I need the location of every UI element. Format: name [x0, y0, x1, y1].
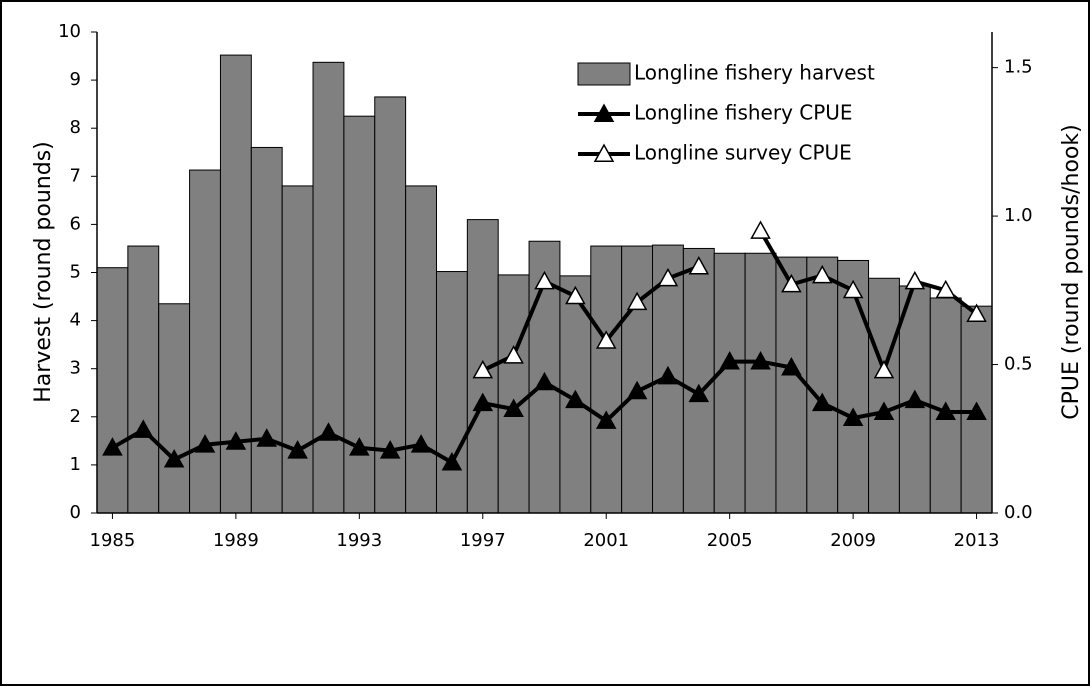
- bar: [775, 256, 808, 514]
- y-tick-label: 6: [70, 213, 81, 234]
- point-marker: [842, 407, 864, 426]
- point-marker: [379, 440, 401, 459]
- point-marker: [595, 330, 617, 349]
- bar: [652, 244, 684, 514]
- bar: [497, 274, 530, 514]
- bar: [590, 245, 623, 514]
- bar: [158, 303, 191, 514]
- point-marker: [441, 451, 463, 471]
- bar: [96, 267, 129, 514]
- point-marker: [595, 410, 617, 429]
- point-marker: [503, 345, 524, 364]
- point-marker: [966, 303, 987, 323]
- y-axis-title: Harvest (round pounds): [31, 141, 56, 402]
- y-tick-label: 5: [70, 262, 81, 283]
- bar: [312, 61, 345, 514]
- point-marker: [873, 401, 895, 420]
- bar: [837, 259, 870, 514]
- point-marker: [534, 371, 555, 391]
- x-tick-label: 1997: [460, 530, 506, 551]
- x-tick-label: 1989: [213, 530, 259, 551]
- point-marker: [811, 392, 833, 412]
- point-marker: [534, 270, 555, 290]
- x-tick-label: 2013: [954, 530, 1000, 551]
- point-marker: [750, 220, 771, 239]
- point-marker: [410, 434, 432, 453]
- point-marker: [225, 431, 247, 450]
- point-marker: [472, 359, 494, 379]
- bar: [806, 256, 839, 514]
- x-tick-label: 1993: [336, 530, 382, 551]
- bar: [250, 146, 283, 514]
- point-marker: [657, 267, 679, 287]
- bar: [744, 252, 777, 514]
- point-marker: [904, 389, 926, 409]
- legend-swatch: [577, 62, 631, 86]
- point-marker: [163, 449, 185, 468]
- point-marker: [935, 401, 956, 420]
- point-marker: [194, 434, 216, 453]
- bar: [281, 185, 314, 514]
- point-marker: [904, 270, 926, 290]
- legend-text: Longline fishery harvest: [634, 61, 875, 85]
- legend-text: Longline survey CPUE: [634, 141, 852, 165]
- point-marker: [688, 256, 710, 275]
- y-tick-label: 4: [70, 310, 81, 331]
- point-marker: [256, 428, 278, 447]
- bar: [189, 169, 221, 514]
- y-tick-label: 2: [70, 406, 81, 427]
- point-marker: [688, 383, 710, 403]
- point-marker: [318, 422, 339, 441]
- x-tick-label: 2005: [707, 530, 753, 551]
- bar: [435, 271, 468, 514]
- point-marker: [472, 392, 494, 412]
- bar: [621, 245, 654, 514]
- point-marker: [626, 291, 648, 311]
- point-marker: [750, 351, 771, 370]
- bar: [405, 185, 437, 514]
- legend-text: Longline fishery CPUE: [634, 101, 853, 125]
- x-tick-label: 2009: [830, 530, 876, 551]
- point-marker: [133, 419, 154, 438]
- x-tick-label: 2001: [583, 530, 629, 551]
- point-marker: [842, 279, 864, 299]
- y-tick-label: 9: [70, 69, 81, 90]
- y2-tick-label: 0.5: [1004, 354, 1033, 375]
- point-marker: [626, 380, 648, 400]
- y2-tick-label: 0.0: [1004, 502, 1033, 523]
- bar: [127, 245, 160, 514]
- point-marker: [503, 398, 524, 418]
- y-tick-label: 8: [70, 117, 81, 138]
- y2-axis-title: CPUE (round pounds/hook): [1059, 124, 1084, 419]
- point-marker: [935, 279, 956, 299]
- point-marker: [781, 273, 802, 293]
- y-tick-label: 0: [70, 502, 81, 523]
- point-marker: [966, 401, 987, 420]
- point-marker: [873, 359, 895, 379]
- point-marker: [719, 351, 740, 370]
- point-marker: [811, 264, 833, 284]
- point-marker: [287, 440, 308, 459]
- point-marker: [349, 437, 370, 456]
- point-marker: [657, 365, 679, 385]
- point-marker: [565, 389, 586, 409]
- y-tick-label: 7: [70, 165, 81, 186]
- point-marker: [565, 285, 586, 305]
- legend-marker: [593, 103, 615, 122]
- y-tick-label: 3: [70, 358, 81, 379]
- y2-tick-label: 1.0: [1004, 205, 1033, 226]
- x-tick-label: 1985: [90, 530, 136, 551]
- legend-marker: [593, 143, 615, 162]
- bar: [713, 252, 746, 514]
- y-tick-label: 10: [58, 21, 81, 42]
- y2-tick-label: 1.5: [1004, 57, 1033, 78]
- y-tick-label: 1: [70, 454, 81, 475]
- point-marker: [781, 356, 802, 376]
- point-marker: [102, 437, 123, 456]
- bar: [868, 277, 900, 514]
